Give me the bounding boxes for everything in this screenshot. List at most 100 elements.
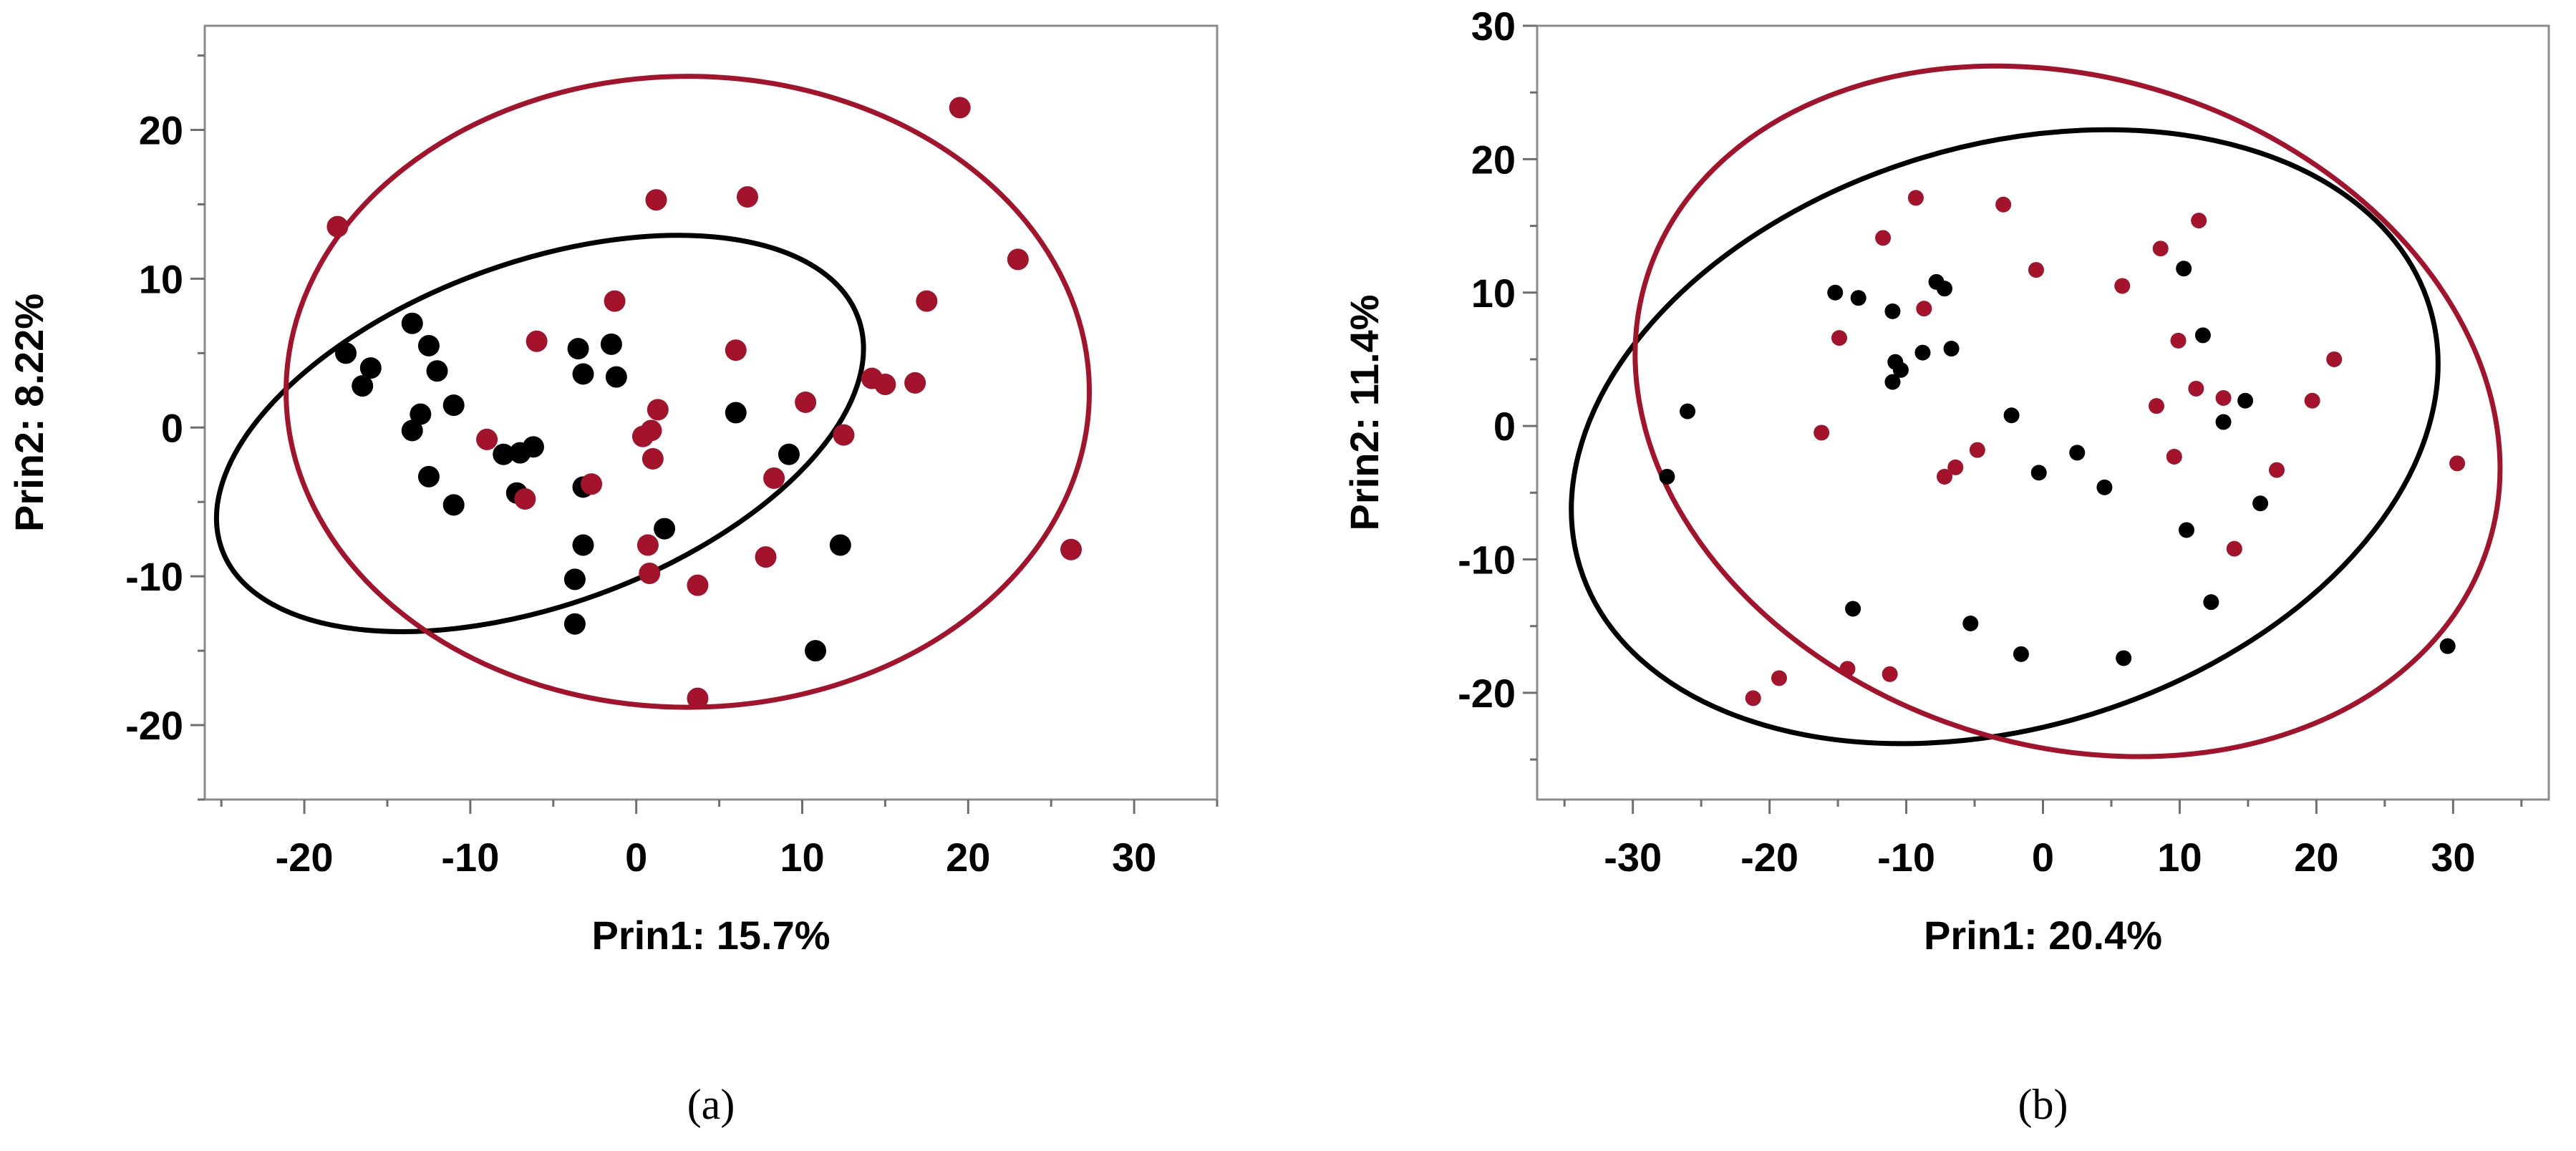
point-red — [2028, 262, 2044, 278]
point-red — [1060, 538, 1083, 560]
x-tick-label: 0 — [2032, 835, 2054, 880]
point-red — [2226, 540, 2242, 557]
point-black — [778, 443, 800, 465]
point-black — [2030, 465, 2047, 481]
point-red — [2188, 380, 2204, 397]
y-tick-label: -10 — [125, 554, 183, 599]
point-black — [1827, 284, 1844, 301]
point-red — [2166, 449, 2182, 465]
point-black — [805, 640, 827, 662]
point-black — [2116, 650, 2132, 666]
point-black — [563, 568, 586, 591]
point-red — [1916, 301, 1932, 317]
point-black — [2003, 407, 2020, 424]
panel-label: (b) — [2018, 1081, 2068, 1128]
point-black — [2252, 495, 2269, 512]
point-black — [410, 403, 432, 425]
point-red — [874, 374, 896, 396]
point-red — [795, 391, 817, 413]
y-axis-title: Prin2: 11.4% — [1342, 295, 1387, 531]
point-red — [514, 488, 536, 510]
y-tick-label: 10 — [139, 256, 183, 301]
point-red — [2191, 213, 2207, 229]
point-black — [1845, 601, 1861, 617]
y-tick-label: 20 — [139, 108, 183, 153]
point-red — [1745, 690, 1761, 706]
x-tick-label: -30 — [1604, 835, 1662, 880]
panel-label: (a) — [687, 1081, 735, 1128]
point-red — [736, 186, 758, 208]
point-red — [326, 215, 349, 238]
point-red — [1831, 330, 1847, 346]
point-black — [1680, 403, 1696, 419]
y-tick-label: 0 — [1493, 404, 1516, 449]
point-red — [2152, 241, 2169, 257]
x-tick-label: -10 — [441, 835, 499, 880]
x-tick-label: -20 — [276, 835, 334, 880]
y-tick-label: -20 — [1458, 671, 1516, 716]
y-tick-label: 20 — [1471, 137, 1516, 182]
point-red — [2148, 398, 2164, 414]
point-black — [829, 534, 851, 556]
point-red — [687, 687, 709, 709]
point-red — [755, 546, 777, 568]
point-red — [687, 574, 709, 596]
point-black — [725, 402, 747, 424]
y-axis-title: Prin2: 8.22% — [6, 293, 52, 532]
x-axis-title: Prin1: 15.7% — [591, 913, 830, 958]
point-red — [1969, 442, 1985, 458]
point-red — [639, 563, 661, 585]
point-red — [641, 447, 664, 470]
x-tick-label: 30 — [2431, 835, 2475, 880]
point-black — [1884, 374, 1901, 390]
point-red — [640, 419, 662, 442]
point-black — [442, 494, 465, 516]
point-black — [359, 357, 382, 379]
point-black — [2096, 479, 2113, 495]
ellipse-red — [1632, 63, 2503, 759]
point-red — [2269, 462, 2285, 478]
y-tick-label: -20 — [125, 703, 183, 748]
point-black — [2215, 414, 2232, 430]
point-black — [417, 334, 440, 356]
point-black — [563, 613, 586, 635]
point-black — [2439, 638, 2456, 654]
point-red — [526, 330, 548, 352]
point-red — [1007, 248, 1029, 271]
point-black — [1943, 341, 1960, 357]
point-black — [352, 375, 374, 397]
point-red — [1937, 468, 1953, 485]
point-red — [2170, 332, 2187, 349]
point-black — [401, 312, 423, 334]
point-black — [493, 443, 515, 465]
point-black — [335, 342, 357, 364]
y-tick-label: -10 — [1458, 538, 1516, 583]
point-black — [605, 366, 627, 388]
point-red — [636, 534, 659, 556]
point-black — [1659, 468, 1675, 485]
y-tick-label: 30 — [1471, 4, 1516, 49]
point-red — [2304, 392, 2320, 409]
point-red — [1875, 230, 1892, 246]
point-red — [645, 189, 667, 211]
point-black — [2069, 445, 2086, 461]
point-black — [442, 394, 465, 417]
point-black — [2194, 327, 2211, 344]
x-tick-label: 10 — [2157, 835, 2202, 880]
point-red — [2215, 389, 2232, 406]
point-red — [581, 473, 603, 495]
point-black — [1914, 344, 1931, 361]
point-red — [1814, 424, 1830, 441]
ellipse-black — [1569, 127, 2441, 747]
point-red — [2449, 455, 2466, 472]
point-red — [763, 467, 785, 489]
y-tick-label: 10 — [1471, 271, 1516, 316]
point-red — [1947, 459, 1964, 475]
point-black — [567, 338, 589, 360]
point-red — [904, 371, 926, 394]
point-black — [401, 419, 423, 442]
point-black — [2178, 522, 2194, 538]
point-red — [604, 290, 626, 312]
x-tick-label: -20 — [1740, 835, 1798, 880]
panel-a: -20 -10 0 10 20 30 -20 -10 0 10 20 Prin1: 15.7% Prin… — [6, 24, 1219, 1128]
